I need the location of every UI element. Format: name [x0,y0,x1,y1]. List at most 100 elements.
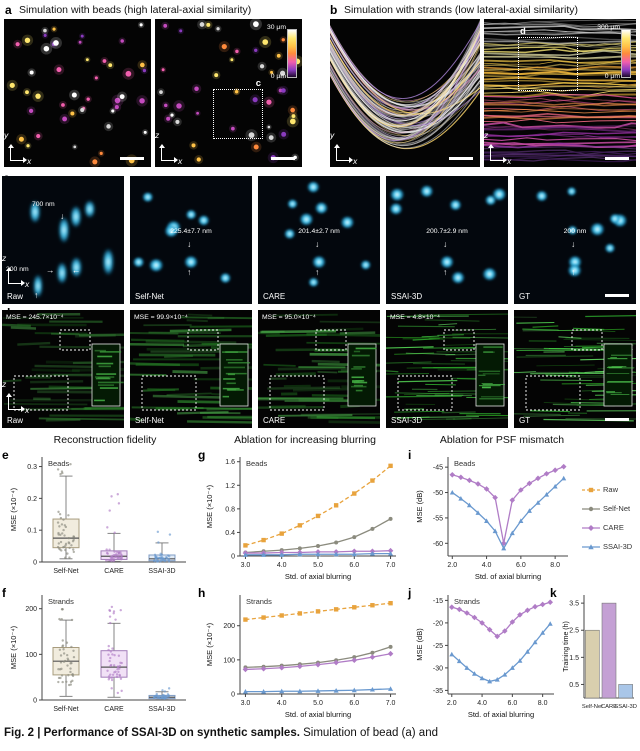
mse-value: MSE = 99.9×10⁻⁴ [134,314,188,321]
svg-text:-25: -25 [433,643,443,650]
image-name: Self-Net [135,416,164,425]
svg-text:Strands: Strands [48,597,74,606]
colorbar: 300 μm 0 μm [585,24,631,82]
roi-box-c: c [213,78,263,139]
axis-v-label: z [2,253,7,263]
svg-text:Std. of axial blurring: Std. of axial blurring [475,572,541,581]
axis-h-label: x [25,279,30,289]
axis-indicator: y x [330,130,357,166]
svg-text:SSAI-3D: SSAI-3D [148,706,175,713]
roi-label: c [255,78,261,89]
colorbar-max-label: 300 μm [597,24,620,31]
scale-bar [449,157,473,160]
svg-text:0.4: 0.4 [225,530,235,537]
scale-bar [120,157,144,160]
strands-zx-image [484,19,636,167]
figure-caption: Fig. 2 | Performance of SSAI-3D on synth… [4,727,638,739]
panel-b-label: b [330,3,338,17]
axis-indicator: z x [155,130,182,166]
line-chart-psf-beads: -60 -55 -50 -45 2.0 4.0 6.0 8.0 MSE (dB) Std. of … [415,457,568,581]
svg-text:CARE: CARE [104,706,124,713]
svg-text:-15: -15 [433,598,443,605]
axis-h-label: x [178,156,183,166]
svg-text:-30: -30 [433,665,443,672]
axis-v-label: z [484,130,489,140]
panel-c-raw-image: 700 nm ↓ 200 nm → ← ↑ z x Raw [2,176,124,304]
legend-item: SSAI-3D [582,537,640,556]
axis-h-label: x [27,156,32,166]
panel-a-lateral-image: y x [4,19,151,167]
arrow-right-icon: → [46,265,55,275]
svg-text:MSE (×10⁻⁴): MSE (×10⁻⁴) [9,487,18,531]
panel-a-axial-image: c 30 μm 0 μm z x [155,19,302,167]
svg-text:-60: -60 [433,541,443,548]
arrow-up-icon: ↑ [443,267,448,277]
image-name: CARE [263,292,286,301]
svg-text:3.5: 3.5 [569,601,579,608]
panel-b-title: Simulation with strands (low lateral-axi… [344,4,578,16]
svg-text:7.0: 7.0 [386,700,396,707]
arrow-down-icon: ↓ [60,211,65,221]
arrow-down-icon: ↓ [571,239,576,249]
svg-text:Self-Net: Self-Net [53,568,78,575]
line-chart-blurring-beads: 0 0.4 0.8 1.2 1.6 3.0 4.0 5.0 6.0 7.0 MSE (×10⁻⁴) S… [205,457,396,581]
panel-c-ssai3d-image: 200.7±2.9 nm ↓ ↑ SSAI-3D [386,176,508,304]
svg-text:8.0: 8.0 [550,562,560,569]
colorbar-min-label: 0 μm [270,73,286,80]
strands-xy-image [330,19,480,167]
panel-a-title: Simulation with beads (high lateral-axia… [19,4,252,16]
svg-text:MSE (×10⁻⁴): MSE (×10⁻⁴) [205,484,214,528]
panel-d-selfnet-image: MSE = 99.9×10⁻⁴ Self-Net [130,310,252,428]
svg-text:MSE (dB): MSE (dB) [415,628,424,661]
svg-text:Std. of axial blurring: Std. of axial blurring [468,710,534,719]
svg-text:6.0: 6.0 [516,562,526,569]
section-title-blurring: Ablation for increasing blurring [234,434,376,446]
scale-bar [605,418,629,421]
svg-text:3.0: 3.0 [241,700,251,707]
image-name: CARE [263,416,286,425]
axis-h-label: x [353,156,358,166]
beads-xy-image [4,19,151,167]
panel-a-label: a [5,3,12,17]
svg-text:5.0: 5.0 [313,700,323,707]
axis-v-label: z [2,379,7,389]
panel-j-label: j [408,586,412,600]
mse-value: MSE = 4.8×10⁻⁴ [390,314,440,321]
panel-c-selfnet-image: 225.4±7.7 nm ↓ ↑ Self-Net [130,176,252,304]
panel-b-lateral-image: y x [330,19,480,167]
scale-bar [271,157,295,160]
image-name: Raw [7,416,24,425]
arrow-up-icon: ↑ [571,267,576,277]
svg-text:200: 200 [25,606,37,613]
panel-c-gt-image: 200 nm ↓ ↑ GT [514,176,636,304]
line-chart-psf-strands: -35 -30 -25 -20 -15 2.0 4.0 6.0 8.0 MSE (dB) Std. … [415,595,554,719]
axis-indicator: z x [484,130,511,166]
strands-raw-image [2,310,124,428]
beads-zx-image [155,19,302,167]
strands-image [258,310,380,428]
mse-value: MSE = 245.7×10⁻⁴ [6,314,64,321]
image-name: SSAI-3D [391,416,423,425]
panel-b-axial-image: d 300 μm 0 μm z x [484,19,636,167]
svg-text:Std. of axial blurring: Std. of axial blurring [285,710,351,719]
svg-text:4.0: 4.0 [477,700,487,707]
svg-text:Beads: Beads [246,459,268,468]
strands-image [386,310,508,428]
svg-text:-55: -55 [433,515,443,522]
colorbar: 30 μm 0 μm [251,24,297,82]
axis-indicator: z x [2,253,29,289]
svg-text:-45: -45 [433,465,443,472]
svg-text:1.6: 1.6 [225,459,235,466]
axis-h-label: x [25,405,30,415]
caption-text: Simulation of bead (a) and [299,727,438,739]
axis-indicator: y x [4,130,31,166]
svg-text:2.5: 2.5 [569,628,579,635]
svg-text:0.5: 0.5 [569,682,579,689]
panel-d-ssai3d-image: MSE = 4.8×10⁻⁴ SSAI-3D [386,310,508,428]
svg-text:4.0: 4.0 [482,562,492,569]
chart-legend: Raw Self-Net CARE SSAI-3D [582,480,640,556]
svg-text:0.3: 0.3 [27,464,37,471]
section-title-fidelity: Reconstruction fidelity [53,434,157,446]
arrow-down-icon: ↓ [443,239,448,249]
